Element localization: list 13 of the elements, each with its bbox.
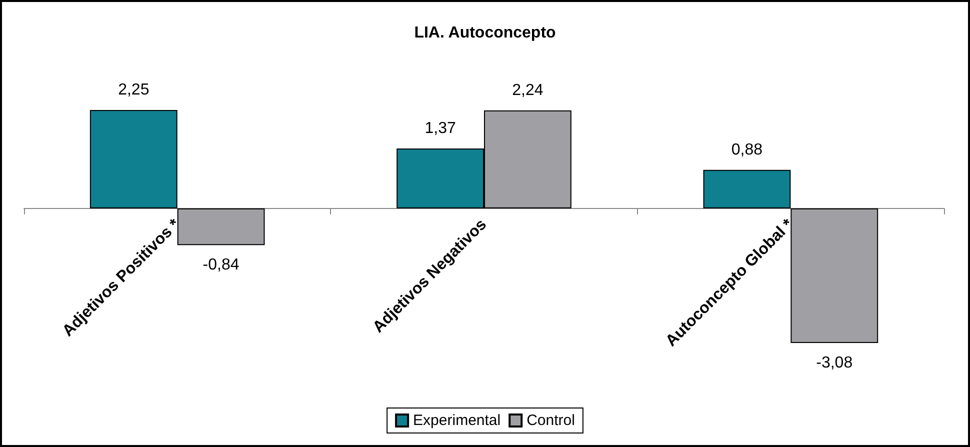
- data-label: -0,84: [202, 256, 240, 274]
- legend-label: Experimental: [413, 412, 501, 429]
- data-label: 0,88: [731, 141, 763, 158]
- data-label: 2,25: [118, 82, 150, 98]
- data-label: 1,37: [424, 120, 456, 137]
- data-label: 2,24: [512, 82, 544, 99]
- bar: [177, 208, 265, 246]
- bar: [790, 208, 878, 343]
- legend-label: Control: [526, 412, 575, 429]
- chart-title: LIA. Autoconcepto: [414, 24, 556, 42]
- bar: [90, 110, 178, 208]
- data-label: -3,08: [816, 354, 853, 372]
- bar: [703, 170, 791, 208]
